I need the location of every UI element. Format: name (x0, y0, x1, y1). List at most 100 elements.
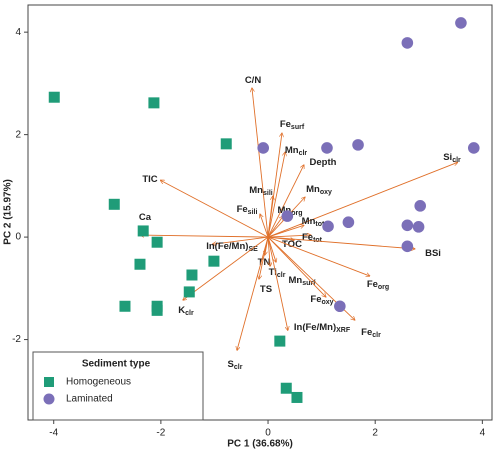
circle-point (342, 216, 355, 229)
y-tick-label: 2 (15, 129, 21, 140)
loading-arrow (268, 236, 415, 249)
square-point (186, 269, 198, 281)
loading-subscript: surf (302, 280, 316, 287)
circle-point (467, 142, 480, 154)
loading-arrow (267, 196, 273, 238)
loading-subscript: XRF (336, 327, 351, 334)
loading-subscript: tot (313, 237, 323, 244)
loading-arrow (267, 165, 304, 238)
loading-subscript: surf (291, 124, 305, 131)
circle-point (455, 17, 467, 29)
loading-name: Fe (367, 279, 378, 290)
loading-label: In(Fe/Mn)SE (206, 241, 258, 253)
loading-label: TN (258, 257, 271, 268)
legend-swatch (43, 393, 55, 405)
loading-arrow (267, 225, 304, 238)
loading-subscript: org (291, 210, 302, 217)
plot-frame (27, 4, 493, 421)
loading-label: Mnsurf (289, 275, 317, 287)
loading-name: K (178, 305, 185, 316)
circle-point (321, 142, 333, 154)
square-point (280, 382, 292, 394)
loading-name: Fe (280, 119, 291, 130)
loading-name: Mn (285, 145, 299, 156)
loading-arrow (237, 236, 269, 350)
circle-point (334, 300, 346, 313)
square-point (183, 286, 195, 298)
loading-name: In(Fe/Mn) (294, 322, 336, 333)
square-point (48, 91, 60, 103)
loading-arrow (252, 88, 269, 238)
loading-label: Sclr (228, 359, 243, 371)
x-tick-label: -2 (156, 428, 165, 439)
loading-name: In(Fe/Mn) (206, 241, 248, 252)
loading-name: Ca (139, 212, 152, 223)
loading-subscript: clr (299, 150, 308, 157)
loading-subscript: clr (372, 332, 381, 339)
x-tick-label: 4 (480, 428, 486, 439)
loading-label: Ticlr (269, 267, 286, 279)
square-point (119, 300, 131, 312)
loading-label: Feorg (367, 279, 389, 291)
loading-name: TN (258, 257, 271, 268)
loading-label: Mnclr (285, 145, 308, 157)
loading-label: In(Fe/Mn)XRF (294, 322, 351, 334)
legend-swatch (44, 377, 54, 387)
loading-label: Mntot (302, 216, 325, 228)
loading-arrow (267, 236, 370, 276)
loading-label: Mnoxy (306, 184, 332, 196)
loading-name: TIC (142, 174, 157, 185)
loading-arrow (267, 152, 285, 238)
square-point (137, 225, 149, 237)
loading-subscript: clr (277, 272, 286, 279)
loading-name: Mn (289, 275, 303, 286)
loading-subscript: sili (263, 190, 273, 197)
y-tick-label: 4 (15, 27, 21, 38)
loading-label: BSi (425, 248, 441, 259)
loading-label: Depth (310, 157, 337, 168)
loading-name: Mn (302, 216, 316, 227)
loading-subscript: sili (248, 209, 258, 216)
loading-label: C/N (245, 75, 262, 86)
loading-name: Fe (361, 327, 372, 338)
loading-label: Siclr (443, 152, 461, 164)
legend: Sediment type Homogeneous Laminated (32, 351, 204, 421)
circle-point (414, 200, 427, 212)
loading-name: Depth (310, 157, 337, 168)
loading-arrow (267, 236, 326, 297)
circle-point (412, 221, 425, 233)
loading-subscript: clr (234, 364, 243, 371)
loading-arrow (267, 162, 458, 238)
loading-name: S (228, 359, 234, 370)
circle-point (257, 142, 270, 154)
loading-arrow (267, 236, 288, 330)
loading-subscript: tot (315, 221, 325, 228)
loading-name: Si (443, 152, 452, 163)
y-tick-label: 0 (15, 232, 21, 243)
loading-subscript: SE (248, 246, 258, 253)
legend-label: Laminated (66, 394, 113, 405)
loading-label: TIC (142, 174, 157, 185)
loading-label: TOC (282, 239, 302, 250)
loading-subscript: clr (452, 157, 461, 164)
loading-name: Mn (306, 184, 320, 195)
loading-label: Feoxy (310, 294, 333, 306)
square-point (108, 198, 120, 210)
square-point (134, 258, 146, 270)
square-point (291, 391, 303, 403)
loading-arrow (267, 216, 283, 238)
loading-label: TS (260, 284, 272, 295)
loading-name: TS (260, 284, 272, 295)
loading-label: Mnsili (249, 185, 273, 197)
loading-label: Fetot (302, 232, 323, 244)
circle-point (401, 240, 414, 253)
loading-name: Mn (278, 205, 292, 216)
loading-arrow (267, 237, 270, 266)
circle-point (401, 219, 414, 232)
loading-name: Fe (302, 232, 313, 243)
square-point (151, 304, 163, 316)
x-tick-label: -4 (49, 428, 58, 439)
loading-name: Mn (249, 185, 263, 196)
loading-label: Fesurf (280, 119, 305, 131)
